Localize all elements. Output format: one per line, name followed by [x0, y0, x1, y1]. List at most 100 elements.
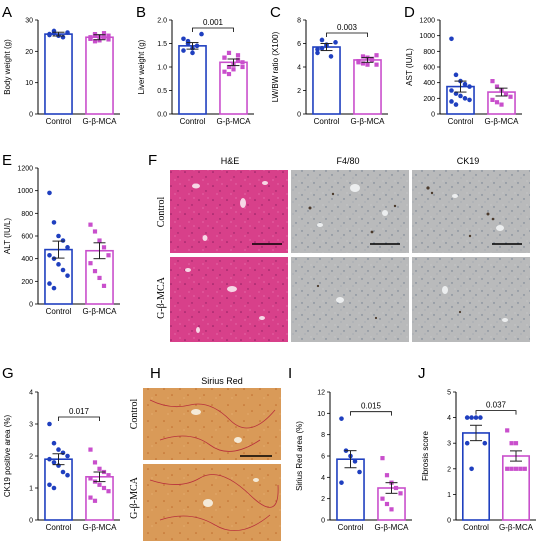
bar-g-control — [44, 458, 73, 521]
category-label-d-0: Control — [448, 117, 474, 126]
point-c-treatment-9 — [374, 62, 379, 67]
point-j-treatment-2 — [513, 441, 519, 446]
y-tick-label-i-1: 2 — [321, 496, 325, 503]
category-label-j-0: Control — [463, 523, 489, 532]
row-label-control-f: Control — [156, 197, 167, 228]
point-c-control-0 — [315, 50, 320, 56]
point-j-control-6 — [469, 466, 474, 472]
category-label-c-1: G-β-MCA — [351, 117, 386, 126]
y-tick-label-g-3: 3 — [29, 422, 33, 429]
point-b-treatment-2 — [231, 67, 236, 72]
point-g-control-6 — [51, 460, 57, 465]
point-a-treatment-2 — [97, 38, 102, 43]
significance-bracket-g — [58, 416, 100, 421]
category-label-b-1: G-β-MCA — [217, 117, 252, 126]
panel-letter-c: C — [270, 4, 281, 21]
bar-j-control — [461, 432, 490, 521]
point-g-treatment-2 — [97, 466, 102, 471]
point-d-treatment-3 — [503, 91, 509, 96]
significance-bracket-b — [192, 27, 234, 32]
point-g-treatment-4 — [106, 473, 111, 478]
point-d-treatment-6 — [494, 100, 500, 105]
category-label-a-1: G-β-MCA — [83, 117, 118, 126]
category-label-g-0: Control — [46, 523, 72, 532]
point-d-control-5 — [449, 88, 454, 93]
point-j-treatment-3 — [518, 466, 523, 471]
point-d-control-0 — [449, 36, 454, 42]
point-c-treatment-4 — [374, 53, 379, 58]
point-b-treatment-8 — [235, 57, 241, 63]
y-tick-label-b-4: 2.0 — [157, 18, 167, 25]
point-a-treatment-4 — [106, 33, 111, 38]
point-b-control-4 — [199, 31, 204, 37]
point-b-treatment-9 — [240, 64, 245, 70]
point-d-control-10 — [449, 99, 454, 104]
point-e-treatment-5 — [88, 261, 93, 266]
point-a-control-6 — [51, 30, 57, 36]
y-tick-label-e-5: 1000 — [17, 188, 33, 195]
y-axis-label-j: Fibrosis score — [421, 431, 430, 481]
point-g-treatment-9 — [106, 489, 111, 494]
point-b-treatment-3 — [235, 53, 241, 58]
point-i-treatment-0 — [380, 456, 385, 461]
positive-staining-spots — [308, 186, 495, 320]
y-tick-label-b-3: 1.5 — [157, 41, 167, 48]
category-label-e-1: G-β-MCA — [83, 307, 118, 316]
point-d-control-11 — [453, 102, 459, 107]
y-tick-label-a-2: 20 — [25, 49, 33, 56]
point-i-treatment-1 — [384, 473, 390, 478]
point-e-control-7 — [56, 262, 61, 267]
point-g-control-3 — [60, 450, 66, 456]
ck19-treatment-image — [412, 257, 530, 342]
sirius-vessels — [191, 409, 259, 507]
point-c-control-1 — [319, 37, 325, 43]
y-tick-label-d-0: 0 — [431, 112, 435, 119]
point-d-control-9 — [467, 97, 472, 103]
column-label-f4-80: F4/80 — [336, 156, 359, 166]
f480-treatment-image — [291, 257, 409, 342]
y-tick-label-j-4: 4 — [447, 415, 451, 422]
y-axis-label-e: ALT (IU/L) — [3, 218, 12, 254]
y-tick-label-e-1: 200 — [21, 279, 33, 286]
point-e-control-9 — [65, 273, 70, 278]
panel-letter-b: B — [136, 4, 146, 21]
category-label-g-1: G-β-MCA — [83, 523, 118, 532]
panel-letter-h: H — [150, 365, 161, 382]
y-tick-label-b-0: 0.0 — [157, 112, 167, 119]
y-tick-label-e-0: 0 — [29, 302, 33, 309]
point-j-treatment-1 — [509, 441, 514, 446]
y-tick-label-d-5: 1000 — [419, 33, 435, 40]
point-b-treatment-6 — [226, 50, 232, 55]
point-g-treatment-5 — [88, 476, 93, 481]
point-d-treatment-0 — [490, 79, 495, 84]
point-d-treatment-7 — [499, 102, 504, 107]
y-tick-label-a-3: 30 — [25, 18, 33, 25]
point-g-treatment-1 — [92, 460, 98, 465]
panel-letter-j: J — [418, 365, 426, 382]
sirius-fibers — [149, 399, 279, 531]
y-tick-label-b-1: 0.5 — [157, 88, 167, 95]
point-i-control-3 — [352, 459, 358, 464]
bar-j-treatment — [501, 455, 530, 521]
point-g-treatment-0 — [88, 447, 93, 452]
point-e-control-1 — [51, 220, 57, 225]
point-j-treatment-7 — [513, 466, 519, 471]
y-tick-label-e-3: 600 — [21, 234, 33, 241]
point-c-control-6 — [319, 45, 325, 51]
point-d-control-4 — [467, 84, 472, 89]
chart-c-lw-bw-ratio: 0 2 4 6 8 LW/BW ratio (X100) Control G-β-MCA 0.0… — [271, 18, 388, 126]
panel-h-sirius-red: Sirius Red Control G-β-MCA — [129, 376, 281, 541]
y-tick-label-e-4: 800 — [21, 211, 33, 218]
significance-bracket-i — [350, 411, 392, 416]
y-tick-label-c-2: 4 — [297, 65, 301, 72]
point-i-control-4 — [357, 469, 362, 475]
p-value-label-i: 0.015 — [361, 402, 382, 411]
y-tick-label-d-3: 600 — [423, 65, 435, 72]
point-g-control-11 — [51, 485, 57, 491]
point-j-treatment-4 — [522, 466, 527, 471]
point-j-treatment-6 — [509, 466, 514, 471]
point-g-control-10 — [47, 482, 52, 488]
ihc-vessels — [317, 184, 508, 322]
column-label-he: H&E — [221, 156, 240, 166]
panel-letter-f: F — [148, 152, 157, 169]
